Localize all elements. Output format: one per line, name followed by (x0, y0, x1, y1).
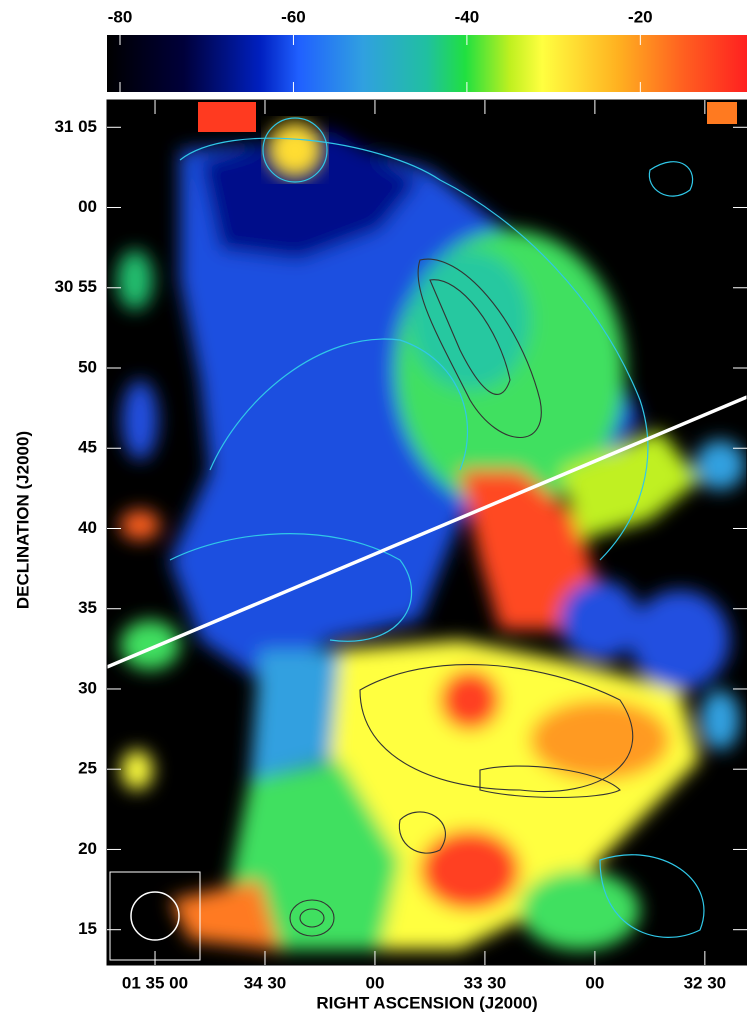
x-axis-title: RIGHT ASCENSION (J2000) (316, 993, 537, 1012)
y-tick-label: 30 55 (54, 277, 97, 296)
x-tick-label: 00 (585, 973, 604, 992)
y-tick-label: 30 (78, 678, 97, 697)
x-tick-label: 00 (365, 973, 384, 992)
x-tick-label: 33 30 (464, 973, 507, 992)
y-axis-title: DECLINATION (J2000) (13, 431, 32, 609)
y-tick-label: 50 (78, 357, 97, 376)
colorbar-tick-label: -60 (281, 7, 306, 26)
y-tick-label: 35 (78, 598, 97, 617)
y-tick-label: 25 (78, 759, 97, 778)
y-tick-label: 00 (78, 197, 97, 216)
plot-frame (106, 99, 747, 966)
colorbar (107, 35, 747, 92)
y-tick-label: 40 (78, 518, 97, 537)
y-tick-label: 31 05 (54, 117, 97, 136)
colorbar-tick-label: -40 (455, 7, 480, 26)
x-tick-label: 32 30 (684, 973, 727, 992)
colorbar-tick-label: -80 (108, 7, 133, 26)
colorbar-tick-label: -20 (628, 7, 653, 26)
x-tick-label: 34 30 (244, 973, 287, 992)
y-tick-label: 20 (78, 839, 97, 858)
y-tick-label: 45 (78, 438, 97, 457)
x-tick-label: 01 35 00 (122, 973, 188, 992)
velocity-map (107, 102, 747, 950)
beam (130, 891, 180, 941)
y-tick-label: 15 (78, 919, 97, 938)
